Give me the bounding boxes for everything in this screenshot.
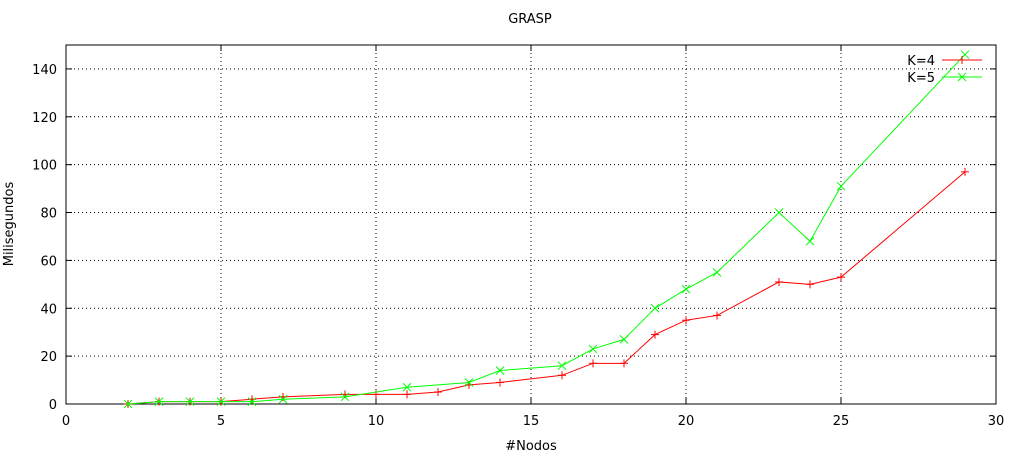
x-tick-label: 10: [368, 414, 385, 429]
data-point: [340, 392, 350, 402]
data-point: [557, 361, 567, 371]
data-point: [402, 382, 412, 392]
y-axis-label: Milisegundos: [2, 182, 17, 267]
y-tick-label: 80: [40, 207, 57, 222]
data-point: [651, 330, 659, 339]
legend-marker: [958, 56, 966, 64]
grid: [66, 45, 996, 404]
data-point: [806, 280, 814, 289]
y-tick-label: 140: [32, 63, 57, 78]
data-point: [681, 284, 691, 294]
y-tick-label: 60: [40, 254, 57, 269]
data-point: [774, 208, 784, 217]
chart-title: GRASP: [508, 12, 552, 27]
data-point: [123, 399, 133, 409]
data-point: [216, 397, 226, 406]
data-point: [464, 378, 474, 387]
data-point: [589, 359, 597, 368]
data-point: [775, 277, 783, 286]
data-point: [650, 303, 660, 313]
data-point: [682, 316, 690, 325]
data-point: [558, 371, 566, 380]
legend-label: K=4: [907, 54, 935, 69]
y-tick-label: 100: [32, 159, 57, 174]
series-group: [123, 50, 970, 409]
legend-marker: [957, 72, 967, 82]
data-point: [434, 388, 442, 397]
data-point: [247, 397, 257, 406]
axis-ticks: 0 5 10 15 20 25 30 0 20 40 60 80 100 120 140: [32, 45, 1004, 429]
data-point: [620, 359, 628, 368]
x-tick-label: 20: [678, 414, 695, 429]
y-tick-label: 0: [49, 398, 57, 413]
data-point: [185, 397, 195, 406]
x-tick-label: 0: [62, 414, 70, 429]
data-point: [713, 311, 721, 320]
plot-frame: [65, 44, 997, 405]
series-line: [127, 171, 966, 405]
series-k-4: [124, 167, 969, 408]
x-tick-label: 15: [523, 414, 540, 429]
legend-item: K=4: [907, 54, 982, 69]
data-point: [495, 366, 505, 375]
data-point: [403, 390, 411, 399]
data-point: [278, 394, 288, 404]
x-tick-label: 30: [988, 414, 1005, 429]
data-point: [837, 273, 845, 282]
series-line: [127, 54, 966, 405]
series-k-5: [123, 50, 970, 409]
x-tick-label: 5: [217, 414, 225, 429]
data-point: [961, 167, 969, 176]
data-point: [805, 236, 815, 246]
data-point: [496, 378, 504, 387]
legend: K=4K=5: [907, 54, 982, 86]
data-point: [712, 268, 722, 277]
data-point: [588, 344, 598, 354]
legend-item: K=5: [907, 71, 982, 86]
y-tick-label: 120: [32, 111, 57, 126]
data-point: [836, 181, 846, 191]
y-tick-label: 40: [40, 302, 57, 317]
data-point: [154, 397, 164, 406]
y-tick-label: 20: [40, 350, 57, 365]
x-tick-label: 25: [833, 414, 850, 429]
data-point: [619, 335, 629, 344]
legend-label: K=5: [907, 71, 935, 86]
x-axis-label: #Nodos: [505, 439, 557, 454]
